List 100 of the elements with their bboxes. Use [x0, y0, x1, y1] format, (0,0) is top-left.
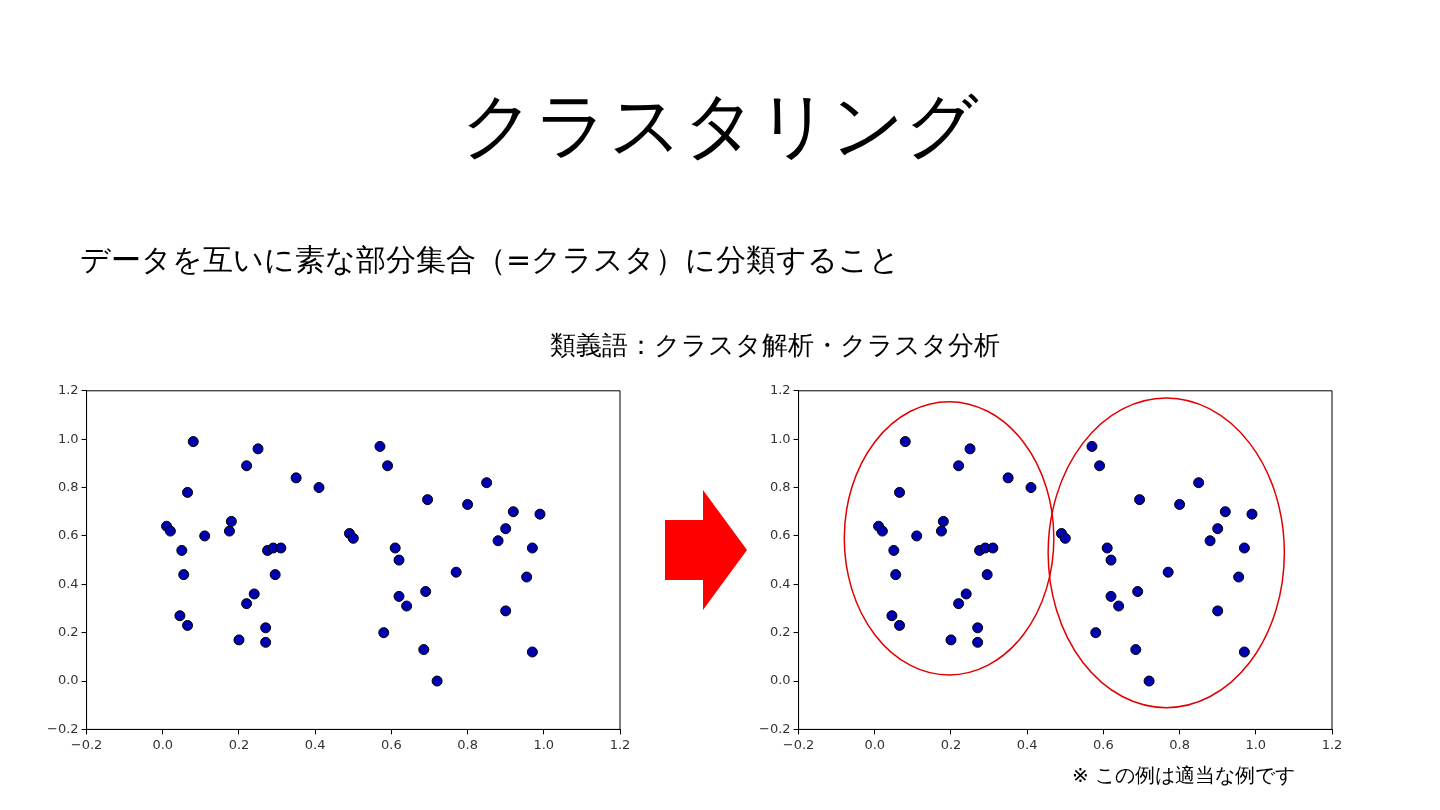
point: [1219, 506, 1231, 518]
point: [1212, 523, 1224, 535]
y-tick-label: 0.2: [769, 624, 791, 640]
y-tick-label: 0.4: [769, 575, 791, 591]
point: [876, 525, 888, 537]
point: [972, 622, 984, 634]
x-tick-label: 1.0: [533, 736, 555, 752]
y-tick-label: 1.2: [57, 382, 79, 398]
point: [164, 525, 176, 537]
point: [382, 460, 394, 472]
y-tick-label: 0.2: [57, 624, 79, 640]
point: [248, 588, 260, 600]
point: [252, 443, 264, 455]
point: [260, 622, 272, 634]
point: [886, 610, 898, 622]
x-tick-label: −0.2: [782, 736, 815, 752]
text: 類義語：クラスタ解析・クラスタ分析: [550, 329, 1000, 362]
x-tick-label: 0.4: [304, 736, 326, 752]
point: [1143, 675, 1155, 687]
point: [462, 498, 474, 510]
y-tick-label: 1.0: [769, 430, 791, 446]
point: [500, 523, 512, 535]
point: [378, 627, 390, 639]
point: [182, 619, 194, 631]
point: [1193, 477, 1205, 489]
point: [174, 610, 186, 622]
x-tick-label: 0.2: [940, 736, 962, 752]
point: [182, 486, 194, 498]
point: [347, 532, 359, 544]
point: [899, 436, 911, 448]
x-tick-label: 0.6: [381, 736, 402, 752]
point: [1059, 532, 1071, 544]
y-tick-label: 0.0: [769, 672, 791, 688]
y-tick-label: 1.2: [769, 382, 791, 398]
point: [393, 590, 405, 602]
point: [911, 530, 923, 542]
point: [945, 634, 957, 646]
point: [225, 515, 237, 527]
y-tick-label: 0.0: [57, 672, 79, 688]
point: [894, 619, 906, 631]
x-tick-label: 0.8: [1169, 736, 1190, 752]
point: [937, 515, 949, 527]
point: [1025, 482, 1037, 494]
chart-title: クラスタリング: [460, 82, 980, 169]
point: [894, 486, 906, 498]
point: [199, 530, 211, 542]
point: [981, 569, 993, 581]
point: [1105, 590, 1117, 602]
y-tick-label: 0.6: [57, 527, 79, 543]
point: [1246, 508, 1258, 520]
x-tick-label: 0.6: [1093, 736, 1114, 752]
y-tick-label: −0.2: [46, 720, 79, 736]
point: [187, 436, 199, 448]
point: [418, 644, 430, 656]
point: [1130, 644, 1142, 656]
point: [935, 525, 947, 537]
point: [275, 542, 287, 554]
point: [888, 544, 900, 556]
point: [1094, 460, 1106, 472]
point: [521, 571, 533, 583]
point: [176, 544, 188, 556]
point: [1134, 494, 1146, 506]
x-tick-label: 1.0: [1245, 736, 1267, 752]
y-tick-label: 0.6: [769, 527, 791, 543]
point: [233, 634, 245, 646]
point: [953, 598, 965, 610]
point: [1132, 586, 1144, 598]
x-tick-label: 0.0: [864, 736, 886, 752]
x-tick-label: 0.8: [457, 736, 478, 752]
point: [223, 525, 235, 537]
point: [450, 566, 462, 578]
point: [507, 506, 519, 518]
point: [1002, 472, 1014, 484]
point: [290, 472, 302, 484]
y-tick-label: 0.4: [57, 575, 79, 591]
point: [960, 588, 972, 600]
point: [1233, 571, 1245, 583]
point: [241, 460, 253, 472]
point: [420, 586, 432, 598]
point: [401, 600, 413, 612]
point: [178, 569, 190, 581]
point: [269, 569, 281, 581]
point: [492, 535, 504, 547]
point: [1174, 498, 1186, 510]
point: [500, 605, 512, 617]
point: [1105, 554, 1117, 566]
point: [313, 482, 325, 494]
point: [987, 542, 999, 554]
x-tick-label: 0.0: [152, 736, 174, 752]
point: [534, 508, 546, 520]
point: [1204, 535, 1216, 547]
point: [1162, 566, 1174, 578]
point: [374, 440, 386, 452]
point: [260, 636, 272, 648]
point: [481, 477, 493, 489]
point: [526, 542, 538, 554]
chart-subtitle: データを互いに素な部分集合（=クラスタ）に分類すること: [80, 241, 901, 279]
x-tick-label: −0.2: [70, 736, 103, 752]
point: [1238, 646, 1250, 658]
text: ※ この例は適当な例です: [1072, 762, 1296, 789]
